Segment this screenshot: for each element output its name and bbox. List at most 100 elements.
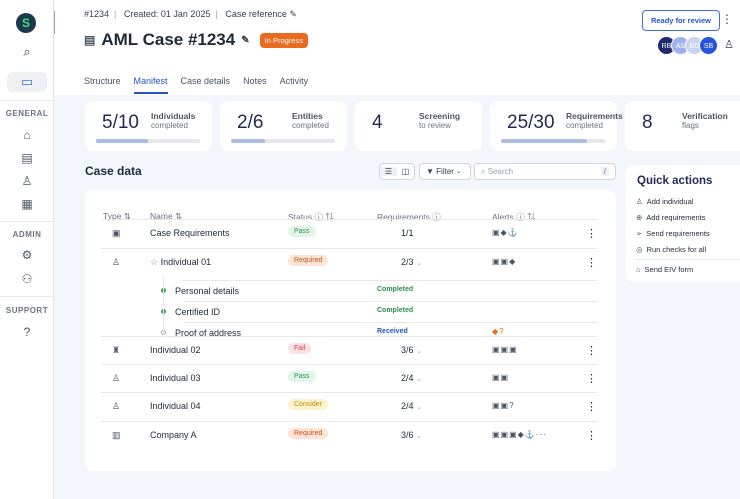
row-menu-icon[interactable]: ⋮	[586, 373, 597, 385]
row-menu-icon[interactable]: ⋮	[586, 228, 597, 240]
requirements-count[interactable]: 3/6 ⌄	[401, 430, 422, 440]
alert-icons[interactable]: ◆?	[492, 327, 505, 336]
avatar[interactable]: SB	[699, 36, 718, 55]
requirement-subrow[interactable]: Completed	[183, 280, 597, 301]
team-icon[interactable]: ⚇	[21, 272, 33, 286]
page-title: AML Case #1234	[101, 30, 236, 49]
created-date: Created: 01 Jan 2025	[123, 9, 211, 19]
row-name[interactable]: Individual 03	[150, 373, 201, 383]
tab-manifest[interactable]: Manifest	[133, 76, 168, 94]
edit-title-icon[interactable]: ✎	[241, 34, 250, 46]
table-row[interactable]: ▣ Case Requirements Pass 1/1 ▣◆⚓ ⋮	[101, 219, 597, 247]
col-type[interactable]: Type ⇅	[103, 211, 131, 221]
filter-label: Filter	[436, 167, 454, 176]
edit-reference-icon[interactable]: ✎	[289, 9, 297, 19]
requirements-count[interactable]: 2/4 ⌄	[401, 373, 422, 383]
sidebar: S ⌕ ▭ GENERAL ⌂ ▤ ♙ ▦ ADMIN ⚙ ⚇ SUPPORT …	[0, 0, 54, 499]
stat-card: 8 Verification flags	[625, 101, 740, 151]
status-pill: Pass	[288, 226, 316, 237]
case-data-table: Type ⇅ Name ⇅ Status ⓘ ⇅ Requirements ⓘ …	[85, 190, 616, 471]
alert-icons[interactable]: ▣▣◆	[492, 257, 517, 266]
requirement-name: Personal details	[175, 286, 240, 296]
chevron-down-icon: ⌄	[416, 348, 422, 355]
add-individual-action[interactable]: ♙ Add individual	[636, 197, 694, 206]
home-icon[interactable]: ⌂	[23, 128, 31, 142]
tab-activity[interactable]: Activity	[279, 76, 309, 86]
tab-case-details[interactable]: Case details	[180, 76, 231, 86]
stat-sub: flags	[682, 121, 699, 130]
col-alerts[interactable]: Alerts ⓘ ⇅	[492, 212, 536, 222]
status-pill: Fail	[288, 343, 312, 354]
ready-for-review-button[interactable]: Ready for review	[641, 10, 720, 31]
row-name[interactable]: Case Requirements	[150, 228, 230, 238]
row-menu-icon[interactable]: ⋮	[586, 345, 597, 357]
briefcase-icon[interactable]: ▤	[21, 151, 33, 165]
requirement-subrow[interactable]: Completed	[183, 301, 597, 322]
alert-icons[interactable]: ▣◆⚓	[492, 228, 519, 237]
alert-icons[interactable]: ▣▣?	[492, 401, 515, 410]
requirements-count[interactable]: 3/6 ⌄	[401, 345, 422, 355]
plus-circle-icon: ⊕	[636, 213, 643, 222]
status-pill: Pass	[288, 371, 316, 382]
stat-label: Requirements	[566, 111, 623, 121]
type-icon: ♙	[112, 373, 121, 383]
type-icon: ♙	[112, 401, 121, 411]
requirement-name: Proof of address	[175, 328, 242, 338]
filter-button[interactable]: ▼ Filter ⌄	[419, 163, 471, 180]
more-icon[interactable]: ⋮	[721, 12, 733, 26]
stat-sub: completed	[566, 121, 603, 130]
split-view-icon[interactable]: ◫	[401, 167, 410, 176]
table-row[interactable]: ♙ Individual 03 Pass 2/4 ⌄ ▣▣ ⋮	[101, 364, 597, 392]
search-placeholder: Search	[487, 166, 514, 176]
folder-icon[interactable]: ▭	[7, 72, 47, 92]
send-requirements-action[interactable]: ➢ Send requirements	[636, 229, 710, 238]
row-name[interactable]: ☆ Individual 01	[150, 257, 212, 267]
user-icon[interactable]: ♙	[21, 174, 33, 188]
stat-sub: to review	[419, 121, 452, 130]
col-status[interactable]: Status ⓘ ⇅	[288, 212, 334, 222]
help-icon[interactable]: ?	[23, 325, 31, 339]
add-requirements-action[interactable]: ⊕ Add requirements	[636, 213, 706, 222]
report-icon[interactable]: ▦	[21, 197, 33, 211]
alert-icons[interactable]: ▣▣	[492, 373, 510, 382]
view-toggle[interactable]: ☰ ◫	[379, 163, 415, 180]
requirement-status: Completed	[377, 307, 414, 314]
search-icon[interactable]: ⌕	[23, 44, 31, 59]
requirements-count[interactable]: 2/3 ⌄	[401, 257, 422, 267]
col-name[interactable]: Name ⇅	[150, 211, 183, 221]
section-support: SUPPORT	[5, 306, 49, 315]
section-general: GENERAL	[5, 109, 49, 118]
row-menu-icon[interactable]: ⋮	[586, 430, 597, 442]
stat-card: 2/6 Entities completed	[220, 101, 347, 151]
tab-structure[interactable]: Structure	[84, 76, 121, 86]
stat-card: 25/30 Requirements completed	[490, 101, 623, 151]
alert-icons[interactable]: ▣▣▣◆⚓···	[492, 430, 547, 439]
row-menu-icon[interactable]: ⋮	[586, 257, 597, 269]
status-pill: Consider	[288, 399, 329, 410]
tab-notes[interactable]: Notes	[243, 76, 267, 86]
requirement-subrow[interactable]: Received ◆?	[183, 322, 597, 343]
alert-icons[interactable]: ▣▣▣	[492, 345, 518, 354]
row-name[interactable]: Individual 02	[150, 345, 201, 355]
run-checks-action[interactable]: ◎ Run checks for all	[636, 245, 707, 254]
table-row[interactable]: ▥ Company A Required 3/6 ⌄ ▣▣▣◆⚓··· ⋮	[101, 421, 597, 449]
table-row[interactable]: ♙ ☆ Individual 01 Required 2/3 ⌄ ▣▣◆ ⋮	[101, 248, 597, 276]
col-requirements[interactable]: Requirements ⓘ	[377, 212, 441, 222]
add-assignee-icon[interactable]: ♙	[724, 39, 734, 51]
send-eiv-form-action[interactable]: ⌂ Send EIV form	[636, 265, 694, 274]
row-menu-icon[interactable]: ⋮	[586, 401, 597, 413]
requirements-count[interactable]: 2/4 ⌄	[401, 401, 422, 411]
row-name[interactable]: Company A	[150, 430, 197, 440]
table-row[interactable]: ♙ Individual 04 Consider 2/4 ⌄ ▣▣? ⋮	[101, 392, 597, 420]
type-icon: ▣	[112, 228, 121, 238]
list-view-icon[interactable]: ☰	[380, 167, 397, 176]
stat-value: 8	[642, 112, 653, 133]
case-reference[interactable]: Case reference	[225, 9, 287, 19]
stat-value: 5/10	[102, 112, 139, 133]
requirement-status: Received	[377, 328, 408, 335]
row-name[interactable]: Individual 04	[150, 401, 201, 411]
type-icon: ▥	[112, 430, 121, 440]
chevron-down-icon: ⌄	[416, 260, 422, 267]
settings-icon[interactable]: ⚙	[21, 248, 33, 262]
search-input[interactable]: ⌕ Search /	[474, 163, 616, 180]
